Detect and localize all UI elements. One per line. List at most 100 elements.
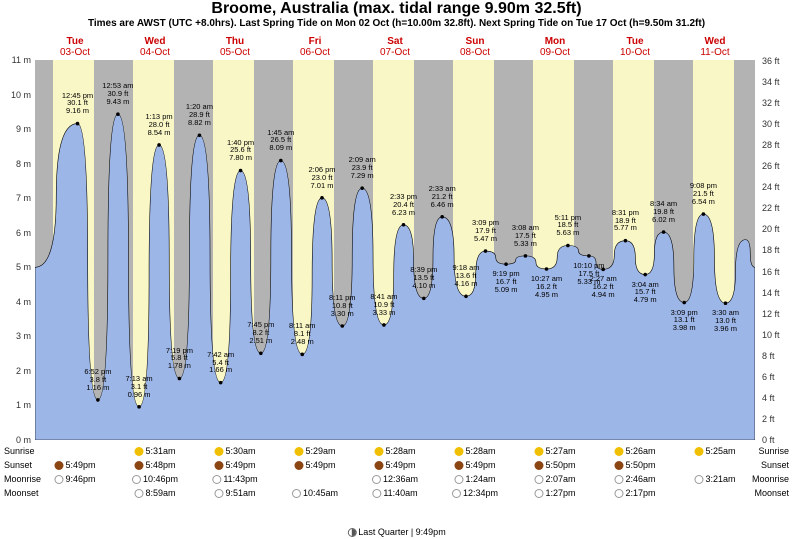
tide-extremum-label: 3:30 am13.0 ft3.96 m (712, 309, 739, 333)
y-tick-right: 30 ft (762, 119, 780, 129)
tide-extremum-label: 1:20 am28.9 ft8.82 m (186, 103, 213, 127)
astro-cell: 1:24am (454, 474, 495, 484)
astro-cell: 5:26am (614, 446, 655, 456)
date-label: Tue03-Oct (45, 36, 105, 58)
y-tick-right: 20 ft (762, 224, 780, 234)
y-tick-right: 6 ft (762, 372, 775, 382)
tide-extremum-label: 7:42 am5.4 ft1.66 m (207, 351, 234, 375)
tide-extremum-label: 7:19 pm5.8 ft1.78 m (166, 347, 193, 371)
astro-cell: 5:49pm (54, 460, 95, 470)
astro-cell: 2:17pm (614, 488, 655, 498)
y-axis-left: 0 m1 m2 m3 m4 m5 m6 m7 m8 m9 m10 m11 m (0, 60, 35, 440)
y-tick-left: 5 m (16, 262, 31, 272)
astro-cell: 2:07am (534, 474, 575, 484)
date-label: Fri06-Oct (285, 36, 345, 58)
tide-extremum-label: 2:06 pm23.0 ft7.01 m (308, 166, 335, 190)
astro-cell: 8:59am (134, 488, 175, 498)
y-tick-right: 4 ft (762, 393, 775, 403)
date-label: Sun08-Oct (445, 36, 505, 58)
tide-extremum-label: 8:34 am19.8 ft6.02 m (650, 200, 677, 224)
astro-cell: 5:31am (134, 446, 175, 456)
astro-row-sunset: SunsetSunset5:49pm5:48pm5:49pm5:49pm5:49… (0, 460, 793, 474)
y-tick-left: 7 m (16, 193, 31, 203)
y-tick-right: 18 ft (762, 245, 780, 255)
astro-cell: 10:46pm (132, 474, 178, 484)
astro-cell: 5:27am (534, 446, 575, 456)
astro-cell: 5:28am (454, 446, 495, 456)
astro-cell: 5:29am (294, 446, 335, 456)
y-tick-left: 6 m (16, 228, 31, 238)
y-tick-right: 32 ft (762, 98, 780, 108)
y-tick-right: 10 ft (762, 330, 780, 340)
tide-extremum-label: 9:19 pm16.7 ft5.09 m (493, 270, 520, 294)
y-tick-left: 11 m (12, 55, 31, 65)
last-quarter: Last Quarter | 9:49pm (347, 527, 445, 537)
y-tick-right: 34 ft (762, 77, 780, 87)
astro-row-sunrise: SunriseSunrise5:31am5:30am5:29am5:28am5:… (0, 446, 793, 460)
date-label: Wed11-Oct (685, 36, 745, 58)
tide-extremum-label: 9:08 pm21.5 ft6.54 m (690, 182, 717, 206)
y-tick-right: 12 ft (762, 309, 780, 319)
y-tick-right: 8 ft (762, 351, 775, 361)
tide-extremum-label: 7:13 am3.1 ft0.96 m (126, 375, 153, 399)
astro-cell: 9:51am (214, 488, 255, 498)
date-label: Sat07-Oct (365, 36, 425, 58)
date-label: Mon09-Oct (525, 36, 585, 58)
tide-extremum-label: 3:09 pm17.9 ft5.47 m (472, 219, 499, 243)
y-tick-left: 9 m (16, 124, 31, 134)
chart-title: Broome, Australia (max. tidal range 9.90… (0, 0, 793, 18)
y-tick-left: 4 m (16, 297, 31, 307)
astro-table: SunriseSunrise5:31am5:30am5:29am5:28am5:… (0, 444, 793, 539)
astro-cell: 5:50pm (614, 460, 655, 470)
astro-cell: 5:25am (694, 446, 735, 456)
tide-extremum-label: 2:33 am21.2 ft6.46 m (429, 185, 456, 209)
tide-extremum-label: 9:18 am13.6 ft4.16 m (452, 264, 479, 288)
tide-extremum-label: 1:13 pm28.0 ft8.54 m (146, 113, 173, 137)
tide-extremum-label: 12:53 am30.9 ft9.43 m (102, 82, 133, 106)
y-tick-right: 24 ft (762, 182, 780, 192)
tide-extremum-label: 1:40 pm25.6 ft7.80 m (227, 139, 254, 163)
y-tick-left: 8 m (16, 159, 31, 169)
astro-cell: 5:49pm (214, 460, 255, 470)
astro-cell: 5:49pm (374, 460, 415, 470)
tide-extremum-label: 2:27 am16.2 ft4.94 m (590, 275, 617, 299)
astro-cell: 12:36am (372, 474, 418, 484)
y-tick-right: 28 ft (762, 140, 780, 150)
astro-cell: 11:43pm (212, 474, 257, 484)
tide-extremum-label: 6:52 pm3.8 ft1.16 m (84, 368, 111, 392)
astro-cell: 10:45am (292, 488, 338, 498)
date-label: Tue10-Oct (605, 36, 665, 58)
tide-chart: 12:45 pm30.1 ft9.16 m 6:52 pm3.8 ft1.16 m… (35, 60, 755, 440)
y-tick-right: 36 ft (762, 56, 780, 66)
y-tick-right: 14 ft (762, 288, 780, 298)
date-label: Thu05-Oct (205, 36, 265, 58)
y-tick-left: 3 m (16, 331, 31, 341)
astro-cell: 5:30am (214, 446, 255, 456)
y-tick-right: 16 ft (762, 267, 780, 277)
y-tick-right: 26 ft (762, 161, 780, 171)
astro-cell: 5:49pm (454, 460, 495, 470)
y-tick-left: 1 m (16, 400, 31, 410)
tide-extremum-label: 3:04 am15.7 ft4.79 m (632, 281, 659, 305)
y-axis-right: 0 ft2 ft4 ft6 ft8 ft10 ft12 ft14 ft16 ft… (758, 60, 793, 440)
tide-extremum-label: 2:33 pm20.4 ft6.23 m (390, 193, 417, 217)
astro-cell: 3:21am (694, 474, 735, 484)
chart-subtitle: Times are AWST (UTC +8.0hrs). Last Sprin… (0, 18, 793, 29)
tide-extremum-label: 3:08 am17.5 ft5.33 m (512, 224, 539, 248)
astro-cell: 5:49pm (294, 460, 335, 470)
astro-cell: 9:46pm (54, 474, 95, 484)
tide-extremum-label: 10:27 am16.2 ft4.95 m (531, 275, 562, 299)
y-tick-left: 2 m (16, 366, 31, 376)
astro-cell: 5:50pm (534, 460, 575, 470)
astro-row-moonset: MoonsetMoonset8:59am9:51am10:45am11:40am… (0, 488, 793, 502)
astro-cell: 5:28am (374, 446, 415, 456)
y-tick-left: 10 m (11, 90, 31, 100)
tide-extremum-label: 12:45 pm30.1 ft9.16 m (62, 92, 93, 116)
astro-cell: 1:27pm (534, 488, 575, 498)
tide-extremum-label: 8:11 pm10.8 ft3.30 m (329, 294, 356, 318)
astro-cell: 12:34pm (452, 488, 498, 498)
tide-extremum-label: 8:41 am10.9 ft3.33 m (370, 293, 397, 317)
tide-extremum-label: 8:31 pm18.9 ft5.77 m (612, 209, 639, 233)
tide-extremum-label: 7:45 pm8.2 ft2.51 m (247, 321, 274, 345)
date-label: Wed04-Oct (125, 36, 185, 58)
